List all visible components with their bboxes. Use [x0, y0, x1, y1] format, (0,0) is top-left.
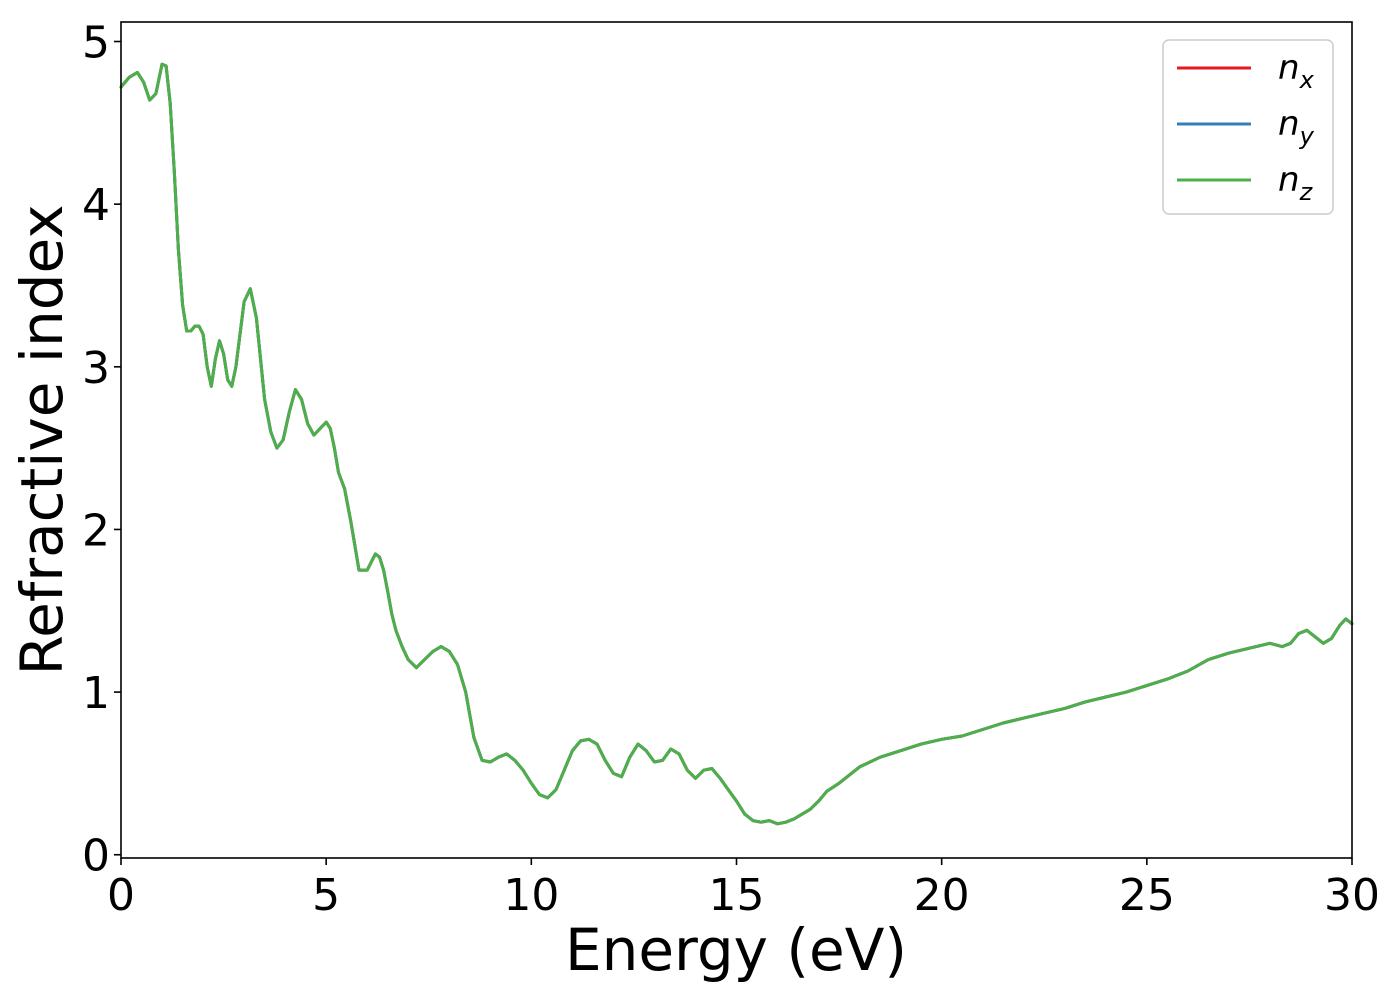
y-tick-label: 3 — [82, 343, 110, 394]
ticks-layer: 0 5 10 15 20 25 30 0 1 2 3 4 5 — [82, 18, 1380, 921]
y-tick-label: 1 — [82, 668, 110, 719]
y-tick-label: 0 — [82, 831, 110, 882]
x-tick-label: 30 — [1324, 870, 1380, 921]
legend-label-n_x: nx — [1278, 48, 1315, 94]
y-axis-label: Refractive index — [8, 204, 76, 675]
x-tick-label: 20 — [914, 870, 970, 921]
series-line-n_z — [119, 62, 1354, 826]
x-tick-label: 15 — [709, 870, 765, 921]
legend-items: nx ny nz — [1177, 48, 1315, 206]
x-tick-label: 5 — [312, 870, 340, 921]
legend-label-n_z: nz — [1278, 160, 1314, 206]
x-tick-label: 25 — [1119, 870, 1175, 921]
y-tick-label: 5 — [82, 18, 110, 69]
x-axis-label: Energy (eV) — [565, 916, 907, 984]
series-layer — [119, 62, 1354, 826]
y-tick-label: 2 — [82, 505, 110, 556]
y-tick-label: 4 — [82, 180, 110, 231]
x-tick-label: 0 — [107, 870, 135, 921]
legend-label-n_y: ny — [1278, 104, 1315, 150]
legend: nx ny nz — [1162, 39, 1334, 215]
x-tick-label: 10 — [503, 870, 559, 921]
legend-box — [1162, 39, 1334, 215]
